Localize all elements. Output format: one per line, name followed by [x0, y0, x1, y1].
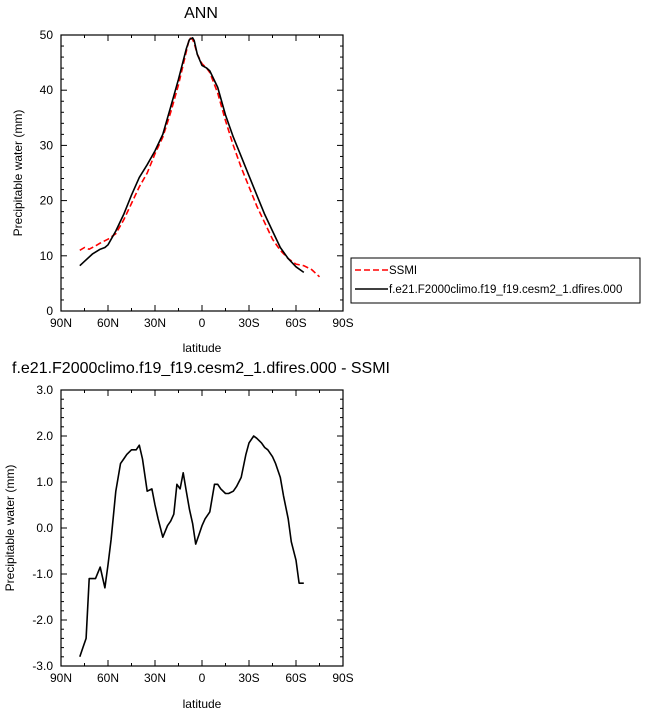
x-tick-label: 90S	[332, 671, 353, 685]
series-lines	[79, 435, 304, 658]
x-axis-label: latitude	[183, 341, 222, 355]
legend-label-ssmi: SSMI	[389, 265, 417, 277]
y-tick-label: 20	[40, 194, 54, 208]
legend-box	[350, 257, 641, 304]
chart-title: f.e21.F2000climo.f19_f19.cesm2_1.dfires.…	[12, 360, 390, 377]
x-axis-label: latitude	[183, 697, 222, 711]
y-tick-label: 0.0	[36, 521, 53, 535]
x-tick-label: 60N	[97, 316, 119, 330]
y-tick-label: 3.0	[36, 383, 53, 397]
x-tick-label: 0	[199, 316, 206, 330]
x-tick-label: 60S	[285, 316, 306, 330]
x-tick-label: 90N	[50, 671, 72, 685]
y-axis-label: Precipitable water (mm)	[3, 465, 17, 592]
chart-title: ANN	[184, 5, 218, 22]
legend-label-model: f.e21.F2000climo.f19_f19.cesm2_1.dfires.…	[389, 284, 622, 296]
y-tick-label: -2.0	[32, 613, 53, 627]
x-tick-label: 90S	[332, 316, 353, 330]
panel-difference: f.e21.F2000climo.f19_f19.cesm2_1.dfires.…	[3, 360, 390, 711]
y-tick-label: 10	[40, 249, 54, 263]
y-tick-label: -3.0	[32, 659, 53, 673]
y-tick-label: 0	[46, 304, 53, 318]
y-tick-label: 1.0	[36, 475, 53, 489]
x-tick-label: 60S	[285, 671, 306, 685]
legend: SSMI f.e21.F2000climo.f19_f19.cesm2_1.df…	[350, 257, 641, 304]
x-tick-label: 30N	[144, 316, 166, 330]
x-tick-label: 90N	[50, 316, 72, 330]
y-tick-label: 40	[40, 83, 54, 97]
y-tick-label: 30	[40, 138, 54, 152]
series-line-ssmi	[79, 36, 321, 278]
y-tick-label: 2.0	[36, 429, 53, 443]
series-line-difference	[79, 435, 304, 658]
axes: 90N 60N 30N 0 30S 60S 90S -3.0 -2.0 -1.0 0.0 1.0 2.0…	[32, 383, 353, 685]
panel-annual-mean: ANN 90N 60N 30N 0 30S 60S 90S 0 10 20 30 40 50 latit…	[11, 5, 641, 355]
x-tick-label: 30N	[144, 671, 166, 685]
x-tick-label: 60N	[97, 671, 119, 685]
x-tick-label: 30S	[238, 671, 259, 685]
series-line-model	[79, 36, 305, 274]
y-tick-label: -1.0	[32, 567, 53, 581]
y-tick-label: 50	[40, 28, 54, 42]
series-lines	[79, 36, 321, 278]
y-axis-label: Precipitable water (mm)	[11, 110, 25, 237]
x-tick-label: 30S	[238, 316, 259, 330]
x-tick-label: 0	[199, 671, 206, 685]
axes: 90N 60N 30N 0 30S 60S 90S 0 10 20 30 40 50	[40, 28, 354, 330]
